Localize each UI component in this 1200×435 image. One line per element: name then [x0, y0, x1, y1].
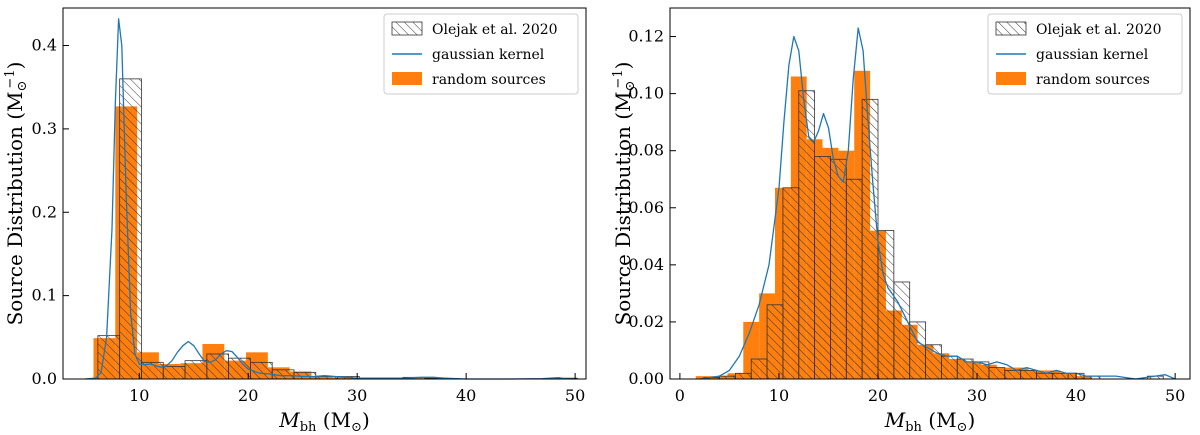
- legend-kernel-label: gaussian kernel: [1036, 47, 1149, 63]
- olejak-bar: [162, 366, 186, 380]
- legend-random-label: random sources: [1036, 72, 1150, 88]
- legend-box: [383, 13, 579, 95]
- gaussian-kernel-line: [84, 18, 576, 380]
- legend: Olejak et al. 2020 gaussian kernel random …: [987, 13, 1183, 95]
- legend-olejak-swatch: [995, 21, 1027, 36]
- y-tick-label: 0.06: [628, 198, 664, 217]
- x-tick-label: 40: [456, 386, 476, 405]
- x-tick-label: 20: [868, 386, 888, 405]
- y-tick-label: 0.08: [628, 141, 664, 160]
- axes-frame: [62, 7, 587, 380]
- olejak-bar: [184, 360, 208, 380]
- olejak-bar: [798, 90, 816, 380]
- olejak-bar: [940, 355, 958, 380]
- olejak-bar: [119, 78, 142, 380]
- legend-olejak-swatch: [391, 21, 423, 36]
- olejak-bar: [750, 358, 768, 380]
- x-axis-label: Mbh (M⊙): [278, 408, 370, 435]
- olejak-bar: [814, 155, 831, 380]
- olejak-bar: [734, 372, 752, 380]
- gaussian-kernel-line: [699, 27, 1176, 380]
- olejak-bar: [1036, 372, 1053, 380]
- y-tick-label: 0.04: [628, 255, 664, 274]
- olejak-bar: [1051, 372, 1069, 380]
- y-tick-label: 0.2: [32, 202, 57, 221]
- x-axis-label: Mbh (M⊙): [884, 408, 976, 435]
- x-tick-label: 20: [238, 386, 258, 405]
- chart-right: 0 10 20 30 40 50 0.00 0.02 0.04 0.06 0.08 0.10 0.12 M…: [611, 7, 1191, 435]
- x-tick-label: 30: [967, 386, 987, 405]
- y-tick-label: 0.0: [32, 369, 57, 388]
- legend-random-label: random sources: [432, 72, 546, 88]
- olejak-bar: [1004, 370, 1022, 380]
- chart-left: 10 20 30 40 50 0.0 0.1 0.2 0.3 0.4 Mbh (M⊙) Source …: [3, 7, 587, 435]
- legend-random-swatch: [392, 72, 422, 85]
- olejak-bar: [893, 281, 911, 380]
- y-tick-label: 0.1: [32, 286, 57, 305]
- x-tick-label: 30: [347, 386, 367, 405]
- y-tick-label: 0.02: [628, 312, 664, 331]
- olejak-bar: [766, 304, 784, 380]
- y-tick-label: 0.00: [628, 369, 664, 388]
- olejak-bar: [782, 187, 800, 380]
- x-tick-label: 40: [1066, 386, 1086, 405]
- y-tick-label: 0.10: [628, 84, 664, 103]
- y-tick-label: 0.12: [628, 27, 664, 46]
- x-tick-label: 0: [675, 386, 685, 405]
- y-axis-label: Source Distribution (M⊙−1): [3, 62, 30, 326]
- olejak-bar: [1020, 370, 1037, 380]
- y-axis-label: Source Distribution (M⊙−1): [611, 62, 638, 326]
- legend-random-swatch: [996, 72, 1026, 85]
- legend-olejak-label: Olejak et al. 2020: [1036, 22, 1162, 38]
- legend-kernel-label: gaussian kernel: [432, 47, 545, 63]
- olejak-bar: [925, 344, 942, 380]
- y-tick-label: 0.4: [32, 36, 57, 55]
- x-tick-label: 10: [769, 386, 789, 405]
- olejak-bar: [845, 178, 863, 380]
- axes-frame: [669, 7, 1191, 380]
- x-tick-label: 50: [1165, 386, 1185, 405]
- legend: Olejak et al. 2020 gaussian kernel random …: [383, 13, 579, 95]
- olejak-bar: [830, 158, 847, 380]
- legend-box: [987, 13, 1183, 95]
- legend-olejak-label: Olejak et al. 2020: [432, 22, 558, 38]
- olejak-bar: [988, 367, 1006, 380]
- x-tick-label: 10: [129, 386, 149, 405]
- y-tick-label: 0.3: [32, 119, 57, 138]
- x-tick-label: 50: [565, 386, 585, 405]
